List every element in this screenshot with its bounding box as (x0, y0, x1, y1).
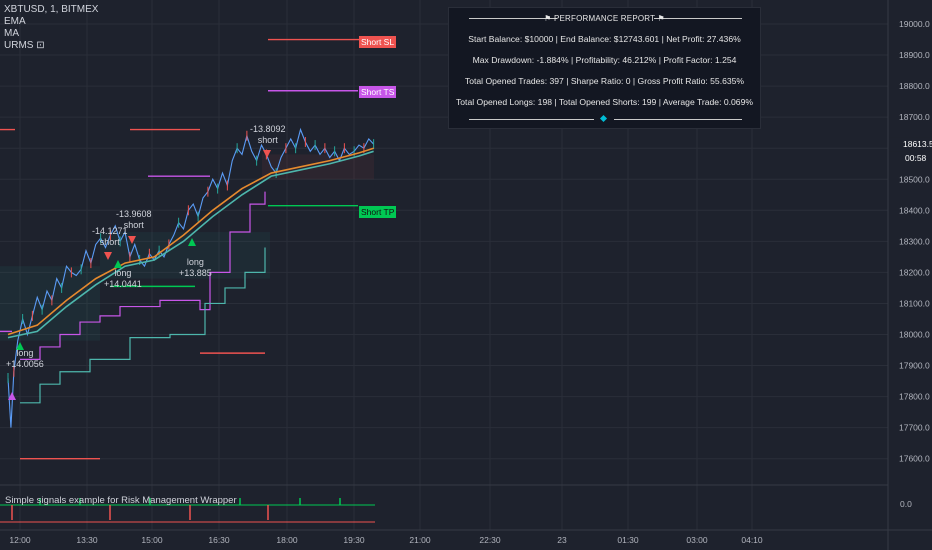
last-price-tag: 18613.5 (903, 139, 932, 149)
annotation-pnl: -13.8092 (250, 124, 286, 134)
annotation-side: short (123, 220, 144, 230)
y-tick-label: 17600.0 (899, 454, 930, 464)
long-entry-marker (16, 342, 24, 350)
y-tick-label: 18700.0 (899, 112, 930, 122)
annotation-side: short (257, 135, 278, 145)
indicator-value: 0.0 (900, 499, 912, 509)
ma-indicator-label[interactable]: MA (4, 28, 19, 39)
report-rule-bottom-left (469, 119, 594, 120)
bar-countdown: 00:58 (905, 153, 927, 163)
trailing-stop-long (20, 191, 266, 360)
chart-legend: XBTUSD, 1, BITMEX EMA MA URMS ⊡ (4, 4, 98, 52)
x-tick-label: 16:30 (208, 535, 230, 545)
y-tick-label: 17900.0 (899, 361, 930, 371)
annotation-side: long (16, 348, 34, 358)
x-tick-label: 23 (557, 535, 567, 545)
x-tick-label: 15:00 (141, 535, 163, 545)
annotation-side: long (186, 257, 204, 267)
x-tick-label: 19:30 (343, 535, 365, 545)
annotation-pnl: -14.1271 (92, 226, 128, 236)
y-tick-label: 18800.0 (899, 81, 930, 91)
signal-marker (8, 392, 16, 400)
x-tick-label: 21:00 (409, 535, 431, 545)
x-tick-label: 13:30 (76, 535, 98, 545)
annotation-pnl: -13.9608 (116, 209, 152, 219)
report-rule-bottom-right (614, 119, 742, 120)
y-tick-label: 17800.0 (899, 392, 930, 402)
urms-indicator-label[interactable]: URMS ⊡ (4, 40, 45, 51)
long-entry-marker (114, 260, 122, 268)
short-sl-label: Short SL (359, 36, 397, 48)
report-row-1: Start Balance: $10000 | End Balance: $12… (468, 34, 741, 44)
trade-annotation-short-2: -13.9608 short (116, 209, 152, 231)
ema-line (7, 147, 374, 336)
short-ts-label: Short TS (359, 86, 397, 98)
performance-report: ⚑ PERFORMANCE REPORT ⚑ Start Balance: $1… (448, 7, 761, 129)
long-entry-marker (188, 238, 196, 246)
trade-annotation-long-1: long +14.0441 (104, 268, 142, 290)
x-tick-label: 18:00 (276, 535, 298, 545)
report-row-2: Max Drawdown: -1.884% | Profitability: 4… (472, 55, 737, 65)
trade-annotation-long-2: long +13.885 (179, 257, 212, 279)
report-row-4: Total Opened Longs: 198 | Total Opened S… (455, 97, 754, 107)
report-rule-right (654, 18, 742, 19)
y-tick-label: 17700.0 (899, 423, 930, 433)
y-tick-label: 19000.0 (899, 19, 930, 29)
x-tick-label: 22:30 (479, 535, 501, 545)
symbol-label[interactable]: XBTUSD, 1, BITMEX (4, 4, 99, 15)
x-tick-label: 03:00 (686, 535, 708, 545)
x-tick-label: 04:10 (741, 535, 763, 545)
ma-line (7, 150, 374, 339)
y-tick-label: 18000.0 (899, 330, 930, 340)
y-tick-label: 18500.0 (899, 174, 930, 184)
report-rule-left (469, 18, 557, 19)
last-price-box (889, 137, 932, 152)
short-entry-marker (104, 252, 112, 260)
short-entry-marker (128, 236, 136, 244)
short-tp-label: Short TP (359, 206, 397, 218)
annotation-pnl: +13.885 (179, 268, 212, 278)
report-title: ⚑ PERFORMANCE REPORT ⚑ (544, 14, 665, 23)
y-tick-label: 18900.0 (899, 50, 930, 60)
x-tick-label: 12:00 (9, 535, 31, 545)
ema-indicator-label[interactable]: EMA (4, 16, 26, 27)
y-tick-label: 18100.0 (899, 298, 930, 308)
y-tick-label: 18300.0 (899, 236, 930, 246)
annotation-pnl: +14.0441 (104, 279, 142, 289)
annotation-side: long (114, 268, 132, 278)
short-entry-marker (263, 150, 271, 158)
trade-annotation-long-3: long +14.0056 (6, 348, 44, 370)
indicator-pane-title[interactable]: Simple signals example for Risk Manageme… (5, 495, 237, 506)
annotation-pnl: +14.0056 (6, 359, 44, 369)
trend-zone (0, 266, 100, 341)
y-tick-label: 18200.0 (899, 267, 930, 277)
annotation-side: short (99, 237, 120, 247)
report-diamond-icon (599, 114, 608, 123)
trailing-target-long (20, 247, 266, 404)
trade-annotation-short-3: -14.1271 short (92, 226, 128, 248)
report-row-3: Total Opened Trades: 397 | Sharpe Ratio:… (464, 76, 745, 86)
trade-annotation-short-1: -13.8092 short (250, 124, 286, 146)
x-tick-label: 01:30 (617, 535, 639, 545)
y-tick-label: 18400.0 (899, 205, 930, 215)
